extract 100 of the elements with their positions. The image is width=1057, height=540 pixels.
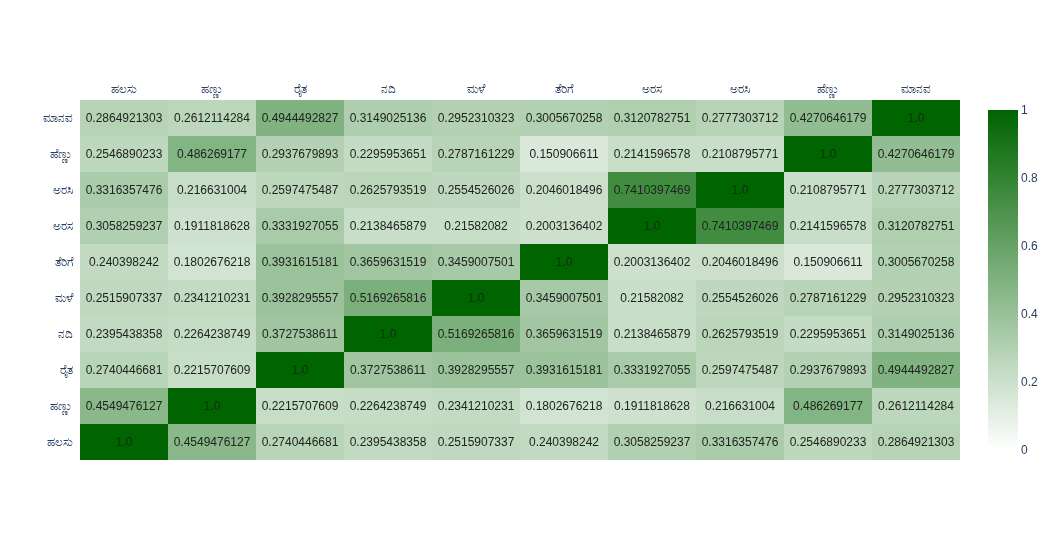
data-label: 0.4944492827 — [877, 363, 955, 377]
data-label: 0.3928295557 — [437, 363, 515, 377]
data-label: 0.2787161229 — [437, 147, 515, 161]
data-label: 0.3120782751 — [877, 219, 955, 233]
data-label: 0.1802676218 — [525, 399, 603, 413]
x-tick-label: ಮಳೆ — [467, 82, 486, 96]
data-label: 0.2612114284 — [174, 111, 251, 125]
x-tick-label: ರೈತ — [293, 82, 307, 97]
data-label: 0.3120782751 — [613, 111, 691, 125]
data-label: 1.0 — [467, 291, 485, 305]
x-tick-label: ನದಿ — [380, 82, 396, 96]
x-tick-label: ಅರಸಿ — [730, 82, 750, 96]
data-label: 0.2395438358 — [349, 435, 427, 449]
data-label: 0.5169265816 — [437, 327, 515, 341]
data-label: 0.2141596578 — [789, 219, 867, 233]
data-label: 0.4549476127 — [173, 435, 251, 449]
data-label: 0.150906611 — [793, 255, 863, 269]
data-label: 0.3058259237 — [613, 435, 691, 449]
data-label: 0.2003136402 — [525, 219, 603, 233]
data-label: 1.0 — [643, 219, 661, 233]
data-label: 0.2625793519 — [349, 183, 427, 197]
data-label: 0.3727538611 — [350, 363, 427, 377]
data-label: 0.486269177 — [176, 147, 248, 161]
data-label: 0.4270646179 — [877, 147, 955, 161]
data-label: 0.2138465879 — [349, 219, 427, 233]
data-label: 0.486269177 — [792, 399, 864, 413]
data-label: 1.0 — [291, 363, 309, 377]
data-label: 0.2554526026 — [701, 291, 779, 305]
color-bar-label: 0.4 — [1021, 307, 1039, 321]
color-bar-label: 0 — [1021, 443, 1028, 457]
data-label: 0.5169265816 — [349, 291, 427, 305]
data-label: 0.2546890233 — [789, 435, 867, 449]
color-bar-label: 1 — [1021, 103, 1028, 117]
y-tick-label: ರೈತ — [60, 363, 73, 378]
y-tick-label: ಹೆಣ್ಣು — [50, 147, 73, 163]
color-bar-label: 0.8 — [1021, 171, 1039, 185]
y-tick-label: ನದಿ — [58, 327, 73, 341]
data-label: 1.0 — [907, 111, 925, 125]
data-label: 0.2341210231 — [173, 291, 251, 305]
data-label: 0.1802676218 — [173, 255, 251, 269]
data-label: 0.2952310323 — [877, 291, 955, 305]
x-tick-label: ಅರಸ — [642, 82, 662, 96]
x-tick-label: ಮಾನವ — [901, 82, 931, 96]
data-label: 0.2952310323 — [437, 111, 515, 125]
data-label: 1.0 — [379, 327, 397, 341]
data-label: 0.1911818628 — [614, 399, 691, 413]
data-label: 0.3331927055 — [613, 363, 691, 377]
data-label: 0.2515907337 — [85, 291, 163, 305]
data-label: 0.3316357476 — [701, 435, 779, 449]
data-label: 0.2864921303 — [85, 111, 163, 125]
data-label: 0.3659631519 — [349, 255, 427, 269]
data-label: 0.3459007501 — [525, 291, 603, 305]
data-label: 0.1911818628 — [174, 219, 251, 233]
data-label: 0.4944492827 — [261, 111, 339, 125]
y-tick-label: ತೆರಿಗೆ — [55, 255, 74, 269]
data-label: 0.2546890233 — [85, 147, 163, 161]
data-label: 0.2554526026 — [437, 183, 515, 197]
data-label: 0.2777303712 — [701, 111, 779, 125]
data-label: 0.2937679893 — [789, 363, 867, 377]
data-label: 1.0 — [115, 435, 133, 449]
data-label: 0.2937679893 — [261, 147, 339, 161]
y-tick-label: ಹಣ್ಣು — [50, 399, 73, 415]
data-label: 0.21582082 — [444, 219, 509, 233]
data-label: 1.0 — [819, 147, 837, 161]
data-label: 0.2597475487 — [261, 183, 339, 197]
data-label: 0.4270646179 — [789, 111, 867, 125]
data-label: 0.3659631519 — [525, 327, 603, 341]
data-label: 0.2215707609 — [173, 363, 251, 377]
data-label: 0.2215707609 — [261, 399, 339, 413]
x-tick-label: ಹಣ್ಣು — [200, 82, 224, 98]
data-label: 0.2003136402 — [613, 255, 691, 269]
data-label: 0.240398242 — [528, 435, 600, 449]
data-label: 0.4549476127 — [85, 399, 163, 413]
data-label: 0.2141596578 — [613, 147, 691, 161]
data-label: 0.2395438358 — [85, 327, 163, 341]
y-tick-label: ಮಳೆ — [55, 291, 74, 305]
data-label: 1.0 — [731, 183, 749, 197]
color-bar-label: 0.6 — [1021, 239, 1039, 253]
data-label: 0.150906611 — [529, 147, 599, 161]
x-tick-label: ತೆರಿಗೆ — [555, 82, 574, 96]
data-label: 0.7410397469 — [701, 219, 779, 233]
x-tick-label: ಹಲಸು — [111, 82, 137, 96]
y-tick-label: ಹಲಸು — [47, 435, 73, 449]
data-label: 0.2046018496 — [525, 183, 603, 197]
data-label: 0.3005670258 — [877, 255, 955, 269]
data-label: 0.21582082 — [620, 291, 685, 305]
data-label: 0.3316357476 — [85, 183, 163, 197]
data-label: 0.2046018496 — [701, 255, 779, 269]
data-label: 0.3149025136 — [877, 327, 955, 341]
data-label: 1.0 — [555, 255, 573, 269]
data-label: 0.3331927055 — [261, 219, 339, 233]
data-label: 0.2138465879 — [613, 327, 691, 341]
data-label: 0.3931615181 — [261, 255, 339, 269]
data-label: 0.3005670258 — [525, 111, 603, 125]
data-label: 0.2264238749 — [173, 327, 251, 341]
data-label: 0.2625793519 — [701, 327, 779, 341]
colorbar: 0 0.2 0.4 0.6 0.8 1 — [988, 103, 1038, 457]
data-label: 0.2864921303 — [877, 435, 955, 449]
data-label: 0.3058259237 — [85, 219, 163, 233]
y-tick-label: ಮಾನವ — [43, 111, 73, 125]
